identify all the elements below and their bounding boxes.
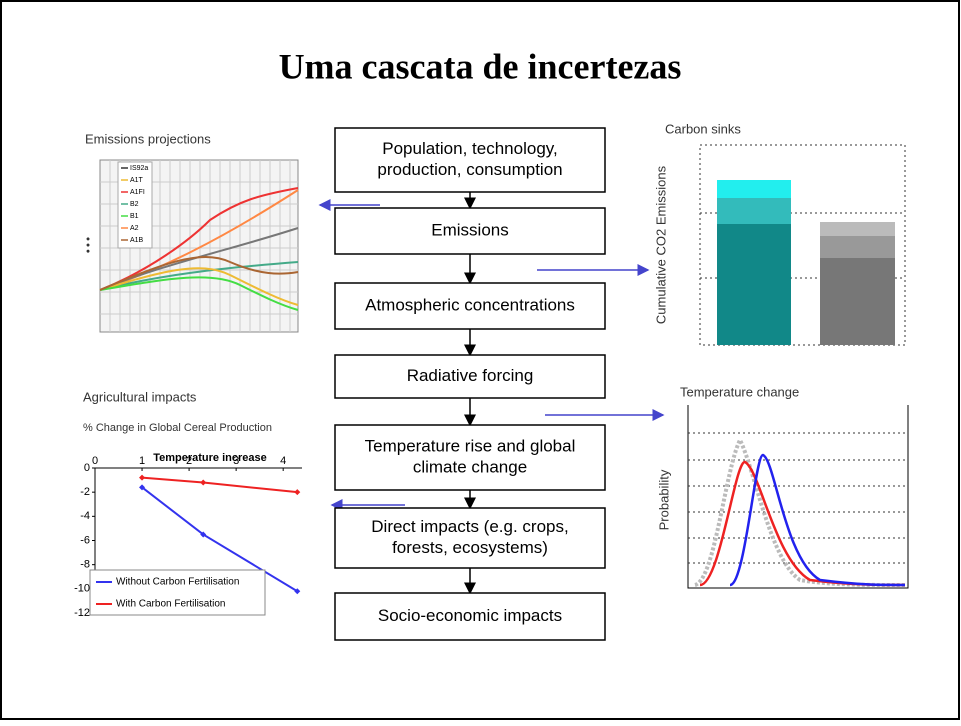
series-point bbox=[294, 588, 301, 595]
flow-box bbox=[334, 282, 606, 330]
svg-text:● ● ●: ● ● ● bbox=[85, 237, 92, 254]
legend-label: IS92a bbox=[130, 165, 148, 172]
flow-box bbox=[334, 592, 606, 641]
flow-text: climate change bbox=[413, 457, 527, 476]
panel-label: Agricultural impacts bbox=[83, 389, 197, 404]
axis-label: Cumulative CO2 Emissions bbox=[653, 165, 668, 324]
y-tick-label: -8 bbox=[80, 559, 90, 571]
series-point bbox=[139, 474, 146, 481]
flowchart: Population, technology, production, consu… bbox=[334, 127, 606, 641]
flow-text: Socio-economic impacts bbox=[378, 606, 562, 625]
flow-text: Atmospheric concentrations bbox=[365, 295, 575, 314]
x-tick-label: 3 bbox=[233, 455, 239, 467]
y-tick-label: -12 bbox=[74, 607, 90, 619]
y-tick-label: 0 bbox=[84, 462, 90, 474]
legend-label: A1B bbox=[130, 237, 144, 244]
panel-label: Emissions projections bbox=[85, 131, 211, 146]
chart-title: Temperature increase bbox=[153, 452, 267, 464]
series-point bbox=[200, 479, 207, 486]
flow-box bbox=[334, 507, 606, 569]
y-tick-label: -2 bbox=[80, 486, 90, 498]
carbon-sinks-chart bbox=[699, 144, 906, 346]
flow-text: Emissions bbox=[431, 220, 508, 239]
flow-text: Direct impacts (e.g. crops, bbox=[371, 517, 568, 536]
y-tick-label: -4 bbox=[80, 510, 90, 522]
panel-label: Temperature change bbox=[680, 384, 799, 399]
axis-label: Probability bbox=[656, 469, 671, 530]
legend-label: B1 bbox=[130, 213, 139, 220]
temperature-chart bbox=[687, 405, 909, 589]
y-tick-label: -10 bbox=[74, 583, 90, 595]
x-tick-label: 1 bbox=[139, 455, 145, 467]
flow-box bbox=[334, 207, 606, 255]
emissions-chart: IS92a A1T A1FI B2 B1 A2 A1B ● ● ● bbox=[85, 159, 299, 333]
legend-box bbox=[89, 569, 266, 616]
y-tick-label: -6 bbox=[80, 534, 90, 546]
x-tick-label: 0 bbox=[92, 455, 98, 467]
flow-text: Population, technology, bbox=[382, 139, 557, 158]
flow-box bbox=[334, 424, 606, 491]
flow-text: production, consumption bbox=[377, 160, 562, 179]
series-point bbox=[200, 531, 207, 538]
flow-text: forests, ecosystems) bbox=[392, 538, 548, 557]
legend-label: With Carbon Fertilisation bbox=[116, 599, 225, 610]
x-tick-label: 2 bbox=[186, 455, 192, 467]
flow-text: Temperature rise and global bbox=[365, 436, 576, 455]
panel-label: Carbon sinks bbox=[665, 121, 741, 136]
connectors bbox=[318, 199, 665, 511]
agriculture-chart: 0 -2 -4 -6 -8 -10 -12 0 1 2 3 4 Without Carbon Ferti… bbox=[74, 455, 302, 619]
series-point bbox=[139, 484, 146, 491]
legend-label: A1FI bbox=[130, 189, 145, 196]
flow-box bbox=[334, 354, 606, 399]
x-tick-label: 4 bbox=[280, 455, 286, 467]
legend-label: B2 bbox=[130, 201, 139, 208]
legend-label: Without Carbon Fertilisation bbox=[116, 577, 239, 588]
legend-label: A1T bbox=[130, 177, 144, 184]
series-point bbox=[294, 489, 301, 496]
series-line bbox=[141, 476, 298, 494]
title: Uma cascata de incertezas bbox=[279, 46, 682, 86]
flow-text: Radiative forcing bbox=[407, 366, 534, 385]
flow-box bbox=[334, 127, 606, 193]
panel-subtitle: % Change in Global Cereal Production bbox=[83, 422, 272, 434]
legend-label: A2 bbox=[130, 225, 139, 232]
